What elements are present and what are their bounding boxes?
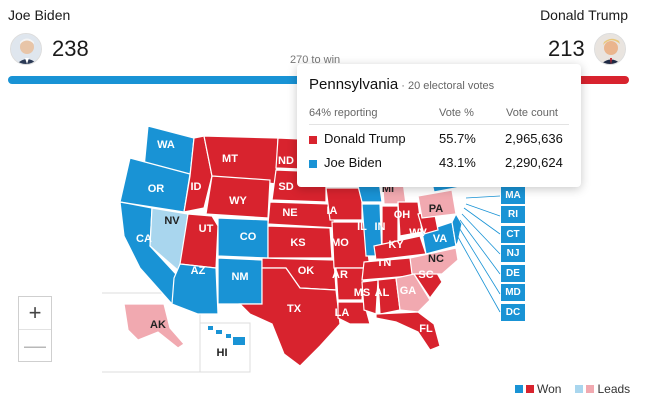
label-mt: MT	[222, 153, 238, 165]
label-ar: AR	[332, 269, 348, 281]
tooltip-row-trump: Donald Trump 55.7% 2,965,636	[309, 129, 569, 151]
zoom-in-button[interactable]: +	[28, 300, 42, 325]
label-ms: MS	[354, 287, 371, 299]
tooltip-row-count: 2,965,636	[505, 131, 563, 146]
legend-rep-won-swatch	[526, 385, 534, 393]
legend-dem-leads-swatch	[575, 385, 584, 393]
trump-progress-bar	[563, 76, 629, 84]
label-nv: NV	[164, 215, 180, 227]
tooltip-divider	[309, 124, 569, 125]
label-mo: MO	[331, 237, 349, 249]
label-az: AZ	[191, 265, 206, 277]
tooltip-row-name: Donald Trump	[324, 131, 406, 146]
state-az[interactable]	[171, 263, 219, 315]
tooltip-reporting: 64% reporting	[309, 107, 378, 119]
label-id: ID	[191, 181, 202, 193]
zoom-controls: + —	[18, 296, 52, 362]
label-pa: PA	[429, 203, 444, 215]
state-md-de-coast[interactable]	[451, 212, 463, 248]
label-co: CO	[240, 231, 257, 243]
state-md[interactable]: MD	[501, 284, 525, 301]
state-de[interactable]: DE	[501, 265, 525, 282]
label-oh: OH	[394, 209, 411, 221]
biden-avatar	[10, 33, 42, 65]
label-ia: IA	[327, 205, 338, 217]
label-tn: TN	[377, 257, 392, 269]
state-fl[interactable]	[375, 311, 441, 351]
label-ky: KY	[388, 239, 404, 251]
trump-swatch	[309, 136, 317, 144]
label-ak: AK	[150, 319, 166, 331]
label-nc: NC	[428, 253, 444, 265]
label-ne: NE	[282, 207, 297, 219]
label-sc: SC	[418, 269, 433, 281]
label-ut: UT	[199, 223, 214, 235]
label-sd: SD	[278, 181, 293, 193]
legend-rep-leads-swatch	[586, 385, 595, 393]
label-in: IN	[375, 221, 386, 233]
label-tx: TX	[287, 303, 302, 315]
trump-avatar	[594, 33, 626, 65]
legend-won-label: Won	[537, 382, 562, 396]
label-nd: ND	[278, 155, 294, 167]
label-wa: WA	[157, 139, 175, 151]
label-ga: GA	[400, 285, 417, 297]
biden-progress-bar	[8, 76, 313, 84]
biden-name: Joe Biden	[8, 7, 71, 23]
tooltip-col-pct: Vote %	[439, 107, 474, 119]
tooltip-row-pct: 43.1%	[439, 155, 476, 170]
biden-electoral-votes: 238	[52, 36, 89, 61]
label-la: LA	[335, 307, 350, 319]
label-ok: OK	[298, 265, 315, 277]
label-va: VA	[433, 233, 448, 245]
tooltip-row-pct: 55.7%	[439, 131, 476, 146]
legend-leads-label: Leads	[597, 382, 631, 396]
legend-dem-won-swatch	[515, 385, 523, 393]
label-ks: KS	[290, 237, 305, 249]
label-fl: FL	[419, 323, 433, 335]
label-wy: WY	[229, 195, 247, 207]
zoom-out-button[interactable]: —	[19, 329, 51, 361]
tooltip-col-count: Vote count	[506, 107, 558, 119]
map-legend: Won Leads	[515, 382, 630, 396]
state-nj[interactable]: NJ	[501, 245, 525, 262]
state-ut[interactable]	[179, 213, 219, 269]
tooltip-state-name: Pennsylvania	[309, 76, 399, 93]
state-tx[interactable]	[238, 267, 341, 367]
alaska-inset-frame	[102, 292, 201, 373]
state-ks[interactable]	[267, 225, 333, 259]
label-or: OR	[148, 183, 165, 195]
state-ar[interactable]	[335, 267, 365, 301]
label-wv: WV	[409, 227, 427, 239]
state-tooltip: Pennsylvania · 20 electoral votes 64% rep…	[297, 64, 581, 187]
tooltip-electoral-votes: · 20 electoral votes	[401, 80, 495, 92]
tooltip-row-count: 2,290,624	[505, 155, 563, 170]
trump-electoral-votes: 213	[548, 36, 585, 61]
leader-lines	[453, 195, 501, 313]
tooltip-row-name: Joe Biden	[324, 155, 382, 170]
label-nm: NM	[231, 271, 248, 283]
state-ga[interactable]	[395, 273, 431, 313]
tooltip-row-biden: Joe Biden 43.1% 2,290,624	[309, 153, 569, 175]
state-hi[interactable]	[208, 326, 245, 345]
biden-swatch	[309, 160, 317, 168]
state-la[interactable]	[337, 301, 371, 325]
label-ca: CA	[136, 233, 152, 245]
state-nc[interactable]	[409, 247, 459, 275]
hawaii-inset-frame	[200, 322, 251, 373]
tooltip-title: Pennsylvania · 20 electoral votes	[309, 76, 494, 93]
trump-name: Donald Trump	[540, 7, 628, 23]
state-ri[interactable]: RI	[501, 206, 525, 223]
state-ct[interactable]: CT	[501, 226, 525, 243]
state-ak[interactable]	[123, 303, 185, 349]
state-dc[interactable]: DC	[501, 304, 525, 321]
label-al: AL	[375, 287, 390, 299]
state-ia[interactable]	[325, 187, 363, 221]
label-il: IL	[357, 221, 367, 233]
threshold-label: 270 to win	[290, 54, 341, 66]
state-ma[interactable]: MA	[501, 187, 525, 204]
label-hi: HI	[217, 347, 228, 359]
